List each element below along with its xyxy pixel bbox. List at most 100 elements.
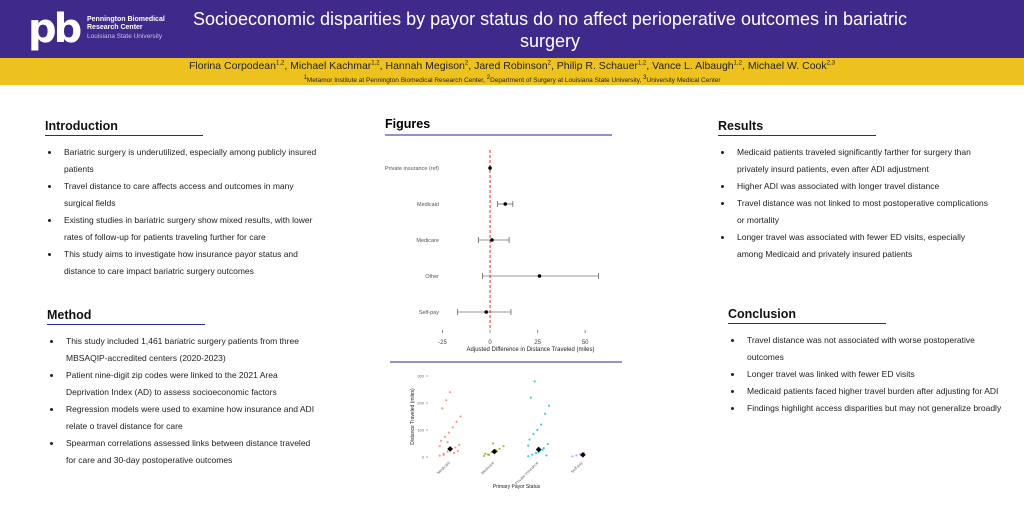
bullet: Bariatric surgery is underutilized, espe… <box>60 144 320 178</box>
bullet: Travel distance was not associated with … <box>743 332 1003 366</box>
y-axis-label: Distance Traveled (miles) <box>410 388 416 445</box>
estimate-point <box>490 238 494 242</box>
x-tick-label: 25 <box>534 340 541 346</box>
data-point <box>488 453 491 456</box>
org-sub: Louisiana State University <box>87 33 163 40</box>
data-point <box>438 454 441 457</box>
data-point <box>571 455 574 458</box>
y-tick-label: 100 <box>417 428 424 433</box>
data-point <box>484 452 487 455</box>
estimate-point <box>503 202 508 206</box>
data-point <box>527 444 530 447</box>
data-point <box>446 450 449 453</box>
x-tick-label: -25 <box>438 340 447 346</box>
data-point <box>447 431 450 434</box>
author-band <box>0 58 1024 85</box>
data-point <box>546 442 549 446</box>
bullet: Travel distance to care affects access a… <box>60 178 320 212</box>
poster-title: Socioeconomic disparities by payor statu… <box>192 9 908 51</box>
category-label: Medicaid <box>417 202 439 208</box>
data-point <box>454 446 457 449</box>
data-point <box>459 415 462 418</box>
org-name: Pennington Biomedical Research Center <box>87 16 165 31</box>
method: Method This study included 1,461 bariatri… <box>47 308 322 469</box>
x-tick-label: Private Insurance <box>514 460 540 486</box>
data-point <box>458 443 461 446</box>
bullet-list: Travel distance was not associated with … <box>728 332 1003 417</box>
bullet: Longer travel was associated with fewer … <box>733 229 993 263</box>
estimate-point <box>488 166 492 170</box>
figures-title: Figures <box>385 117 430 131</box>
x-tick-label: Medicare <box>480 460 496 476</box>
data-point <box>542 446 545 450</box>
x-tick-label: 50 <box>582 340 589 346</box>
x-axis-label: Adjusted Difference in Distance Traveled… <box>467 347 595 353</box>
data-point <box>451 426 454 429</box>
mean-marker <box>580 452 586 458</box>
x-tick-label: Self-pay <box>570 460 584 474</box>
data-point <box>452 451 456 455</box>
bullet: Travel distance was not linked to most p… <box>733 195 993 229</box>
bullet: This study aims to investigate how insur… <box>60 246 320 280</box>
data-point <box>547 404 551 407</box>
data-point <box>455 420 458 423</box>
bullet: Regression models were used to examine h… <box>62 401 322 435</box>
data-point <box>498 447 501 450</box>
data-point <box>533 380 536 383</box>
bullet: Medicaid patients faced higher travel bu… <box>743 383 1003 400</box>
author-sup: 1,2 <box>637 60 647 67</box>
author-name: Michael W. Cook <box>747 60 827 72</box>
x-tick-label: Medicaid <box>436 460 451 475</box>
header-bar <box>0 0 1024 58</box>
bullet-list: Medicaid patients traveled significantly… <box>718 144 993 263</box>
data-point <box>502 445 505 448</box>
affil-text: University Medical Center <box>646 77 721 85</box>
author-name: Jared Robinson <box>474 60 548 72</box>
bullet: Higher ADI was associated with longer tr… <box>733 178 993 195</box>
bullet: This study included 1,461 bariatric surg… <box>62 333 322 367</box>
data-point <box>527 455 530 458</box>
bullet: Patient nine-digit zip codes were linked… <box>62 367 322 401</box>
affil-sup: 2 <box>486 75 491 81</box>
bullet: Longer travel was linked with fewer ED v… <box>743 366 1003 383</box>
author-sup: 2,3 <box>826 60 835 67</box>
section-title: Conclusion <box>728 307 886 324</box>
data-point <box>445 399 448 402</box>
affil-sup: 3 <box>643 75 647 81</box>
data-point <box>438 445 441 448</box>
author-sup: 2 <box>547 60 551 67</box>
data-point <box>449 391 452 394</box>
data-point <box>442 453 445 456</box>
data-point <box>491 442 495 445</box>
data-point <box>482 454 486 458</box>
bullet-list: This study included 1,461 bariatric surg… <box>47 333 322 469</box>
data-point <box>541 448 544 451</box>
bullet: Spearman correlations assessed links bet… <box>62 435 322 469</box>
author-name: Michael Kachmar <box>290 60 372 72</box>
data-point <box>528 438 531 441</box>
affil-sup: 1 <box>303 75 307 81</box>
author-sup: 1,2 <box>275 60 285 67</box>
bullet: Findings highlight access disparities bu… <box>743 400 1003 417</box>
conclusion: Conclusion Travel distance was not associ… <box>728 307 1003 417</box>
author-name: Vance L. Albaugh <box>652 60 734 72</box>
data-point <box>439 439 443 442</box>
affil-text: Department of Surgery at Louisiana State… <box>490 77 640 85</box>
authors: Florina Corpodean1,2, Michael Kachmar1,2… <box>189 60 835 72</box>
category-label: Self-pay <box>419 310 439 316</box>
data-point <box>443 435 447 438</box>
category-label: Private insurance (ref) <box>385 166 439 172</box>
category-label: Other <box>425 274 439 280</box>
author-sup: 1,2 <box>371 60 380 67</box>
results: Results Medicaid patients traveled signif… <box>718 119 993 263</box>
data-point <box>529 396 532 399</box>
x-tick-label: 0 <box>488 340 492 346</box>
data-point <box>544 412 547 415</box>
author-sup: 1,2 <box>733 60 742 67</box>
section-title: Results <box>718 119 876 136</box>
data-point <box>456 449 460 453</box>
bullet: Existing studies in bariatric surgery sh… <box>60 212 320 246</box>
author-name: Hannah Megison <box>385 60 465 72</box>
